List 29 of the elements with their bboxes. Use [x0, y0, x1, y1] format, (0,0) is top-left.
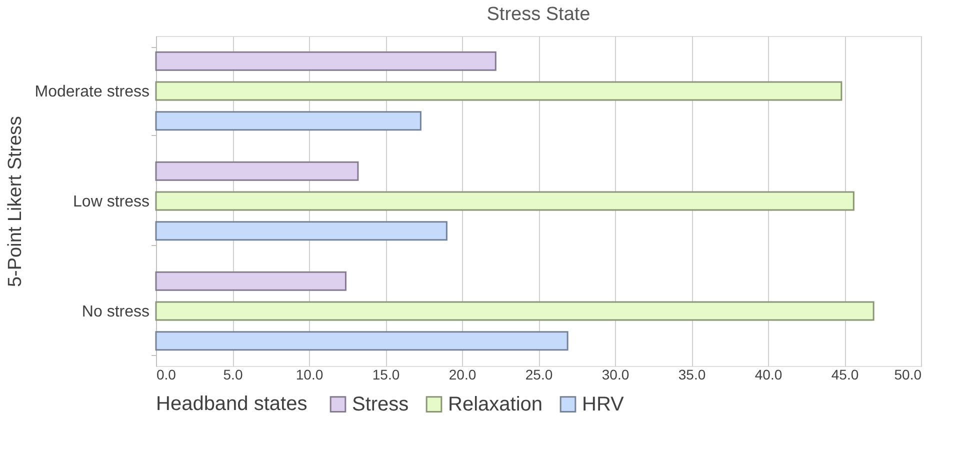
y-tick-label: No stress [82, 304, 150, 320]
x-tick-label: 10.0 [296, 366, 324, 382]
x-tick-label: 5.0 [223, 366, 243, 382]
bar [155, 301, 874, 321]
x-tick-label: 25.0 [525, 366, 553, 382]
x-tick-label: 35.0 [678, 366, 706, 382]
bar [155, 161, 359, 181]
y-tick-label: Moderate stress [34, 84, 150, 100]
bar [155, 271, 346, 291]
bar [155, 81, 842, 101]
x-tick-label: 20.0 [448, 366, 476, 382]
y-axis-title: 5-Point Likert Stress [4, 116, 26, 288]
x-tick-label: 40.0 [754, 366, 782, 382]
x-tick-label: 0.0 [156, 366, 176, 382]
bar [155, 221, 448, 241]
bar [155, 111, 422, 131]
bar [155, 51, 496, 71]
legend-label: Relaxation [448, 393, 543, 416]
x-tick-label: 50.0 [894, 366, 922, 382]
x-tick-label: 15.0 [372, 366, 400, 382]
bar [155, 191, 854, 211]
x-tick-label: 45.0 [831, 366, 859, 382]
legend-label: HRV [582, 393, 625, 416]
bar [155, 331, 568, 351]
legend-label: Stress [352, 393, 409, 416]
x-tick-label: 30.0 [602, 366, 630, 382]
chart-title: Stress State [486, 4, 590, 25]
legend-title: Headband states [156, 393, 308, 415]
y-tick-label: Low stress [73, 194, 150, 210]
